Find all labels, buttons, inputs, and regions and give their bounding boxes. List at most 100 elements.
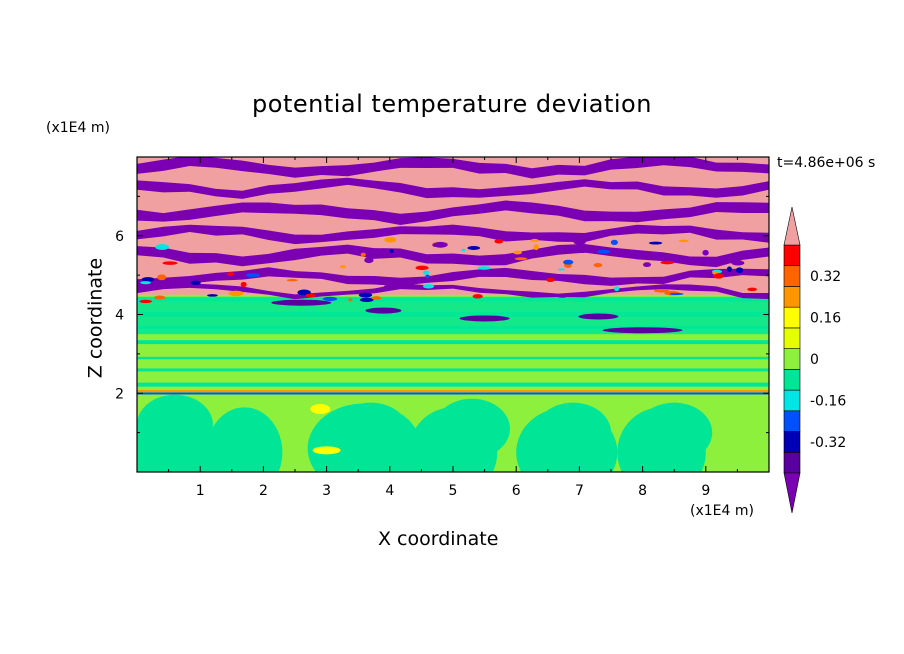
colorbar-segment xyxy=(783,451,801,474)
field-blob xyxy=(384,237,397,243)
field-band xyxy=(137,340,769,345)
x-tick-label: 3 xyxy=(322,483,331,499)
x-unit-label: (x1E4 m) xyxy=(690,503,754,519)
time-label: t=4.86e+06 s xyxy=(777,155,876,171)
colorbar-min-arrow xyxy=(783,472,801,514)
chart-title: potential temperature deviation xyxy=(252,90,652,118)
field-blob xyxy=(477,266,491,270)
y-tick-label: 6 xyxy=(115,229,124,245)
field-blob xyxy=(140,281,151,285)
field-blob xyxy=(573,240,586,245)
x-tick-label: 1 xyxy=(196,483,205,499)
field-blob xyxy=(669,292,684,296)
field-band xyxy=(137,283,769,300)
field-band xyxy=(137,157,769,179)
colorbar-segment xyxy=(783,410,801,432)
field-blob xyxy=(533,244,539,251)
field-blob xyxy=(513,250,522,255)
field-blob xyxy=(139,299,153,304)
field-band xyxy=(137,368,769,372)
x-tick-label: 7 xyxy=(575,483,584,499)
y-tick-label: 4 xyxy=(115,308,124,324)
field-blob xyxy=(556,294,568,298)
field-band xyxy=(137,200,769,226)
field-blob xyxy=(653,288,669,293)
x-tick-label: 4 xyxy=(385,483,394,499)
field-blob xyxy=(305,293,316,298)
field-blob xyxy=(713,273,724,279)
field-blob xyxy=(358,292,373,298)
field-blob xyxy=(384,284,398,288)
x-tick-label: 6 xyxy=(512,483,521,499)
field-blob xyxy=(546,277,555,283)
field-blob xyxy=(735,267,744,274)
field-blob xyxy=(365,307,402,314)
field-blob xyxy=(364,257,374,264)
field-blob xyxy=(602,327,683,334)
field-band xyxy=(137,347,769,351)
field-band xyxy=(137,224,769,245)
field-blob xyxy=(425,274,430,279)
field-blob xyxy=(467,246,481,250)
colorbar-tick-label: 0 xyxy=(810,352,819,368)
x-tick-label: 9 xyxy=(701,483,710,499)
y-tick-label: 2 xyxy=(115,386,124,402)
field-blob xyxy=(190,280,201,286)
field-blob xyxy=(360,252,366,257)
colorbar-tick-label: 0.32 xyxy=(810,269,841,285)
field-blob xyxy=(461,248,466,252)
field-blob xyxy=(593,262,603,268)
field-blob xyxy=(648,241,663,245)
x-axis-label: X coordinate xyxy=(378,528,499,550)
field-blob xyxy=(415,265,429,270)
field-blob xyxy=(563,259,574,265)
colorbar-tick-label: 0.16 xyxy=(810,311,841,327)
field-blob xyxy=(514,257,528,261)
field-blob xyxy=(747,287,758,292)
field-blob xyxy=(557,268,566,271)
field-blob xyxy=(297,289,311,296)
field-blob xyxy=(271,299,332,306)
field-blob xyxy=(530,238,539,242)
field-blob xyxy=(614,286,620,292)
field-blob xyxy=(422,284,435,289)
colorbar-tick-label: -0.16 xyxy=(810,393,846,409)
colorbar-segment xyxy=(783,244,801,267)
axes: 1 2 3 4 5 6 7 8 9 2 4 6 xyxy=(115,157,769,499)
field-cell xyxy=(433,398,510,459)
field-blob xyxy=(660,260,675,265)
field-blob xyxy=(494,239,504,244)
field-band xyxy=(137,390,769,393)
field-blob xyxy=(240,281,247,287)
field-blob xyxy=(322,296,338,302)
field-blob xyxy=(154,295,166,300)
field-blob xyxy=(155,244,170,250)
field-blob xyxy=(162,261,178,265)
field-blob xyxy=(359,297,374,303)
colorbar-tick-label: -0.32 xyxy=(810,435,846,451)
colorbar-segment xyxy=(783,306,801,329)
field-blob xyxy=(226,272,235,276)
field-blob xyxy=(578,313,619,320)
colorbar-segment xyxy=(783,389,801,412)
field-blob xyxy=(286,279,298,282)
colorbar-max-arrow xyxy=(783,206,801,246)
field-blob xyxy=(423,270,430,275)
field-blob xyxy=(596,249,611,254)
field-cell xyxy=(332,402,409,463)
field-blob xyxy=(433,241,448,248)
colorbar-segment xyxy=(783,369,801,391)
z-unit-label: (x1E4 m) xyxy=(46,120,110,136)
field-band xyxy=(137,336,769,341)
colorbar-segment xyxy=(783,265,801,287)
field-band xyxy=(137,267,769,289)
field-blob xyxy=(472,294,483,299)
field-blob xyxy=(207,294,218,297)
field-band xyxy=(137,353,769,357)
field-blob xyxy=(348,298,353,302)
field-blob xyxy=(312,446,341,455)
field-blob xyxy=(228,290,244,297)
colorbar-segment xyxy=(783,431,801,453)
field-band xyxy=(137,373,769,378)
